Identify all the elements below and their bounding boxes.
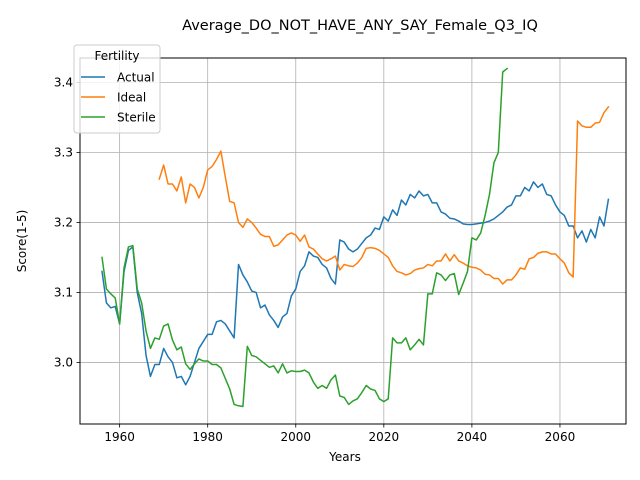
x-tick-label: 2040 [457, 430, 488, 444]
chart-title: Average_DO_NOT_HAVE_ANY_SAY_Female_Q3_IQ [182, 18, 538, 34]
y-axis: 3.0 3.1 3.2 3.3 3.4 [54, 76, 80, 370]
y-tick-label: 3.4 [54, 76, 73, 90]
y-tick-label: 3.0 [54, 356, 73, 370]
legend-label-sterile: Sterile [117, 111, 156, 125]
legend-box [73, 44, 161, 134]
plot-area-frame [79, 57, 627, 425]
legend: Fertility Actual Ideal Sterile [73, 44, 161, 134]
y-axis-label: Score(1-5) [15, 210, 29, 273]
series-line-actual [101, 181, 610, 386]
x-tick-label: 1980 [192, 430, 223, 444]
x-tick-label: 2020 [369, 430, 400, 444]
x-axis: 1960 1980 2000 2020 2040 2060 [104, 424, 575, 444]
series-line-sterile [101, 67, 509, 408]
grid-lines [80, 58, 626, 424]
series-line-ideal [158, 105, 610, 285]
x-tick-label: 2000 [280, 430, 311, 444]
legend-label-ideal: Ideal [117, 91, 146, 105]
x-axis-label: Years [328, 450, 361, 464]
x-tick-label: 1960 [104, 430, 135, 444]
legend-label-actual: Actual [117, 71, 155, 85]
x-tick-label: 2060 [545, 430, 576, 444]
y-tick-label: 3.2 [54, 216, 73, 230]
y-tick-label: 3.1 [54, 286, 73, 300]
legend-title: Fertility [94, 49, 139, 63]
y-tick-label: 3.3 [54, 146, 73, 160]
series-lines [101, 67, 610, 408]
